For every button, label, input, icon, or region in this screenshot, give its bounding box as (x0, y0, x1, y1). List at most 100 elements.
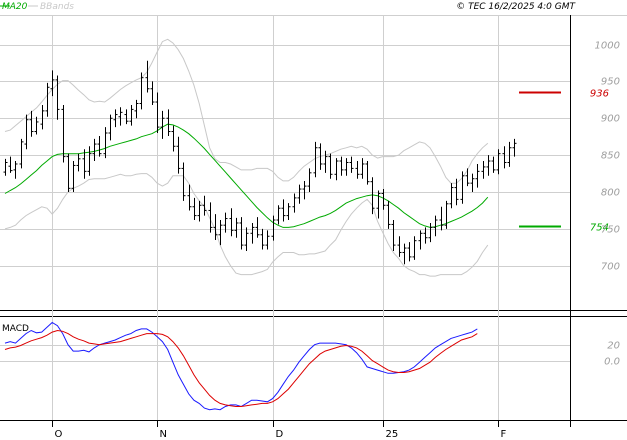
ohlc-bar (318, 143, 323, 170)
ohlc-bar (418, 230, 423, 250)
main-gridlines (0, 45, 570, 267)
ohlc-bar (218, 220, 223, 246)
ohlc-bar (250, 222, 255, 244)
ohlc-bar (118, 107, 123, 126)
macd-panel-frame (0, 316, 627, 421)
ohlc-bar (402, 243, 407, 265)
ohlc-bar (397, 236, 402, 257)
ohlc-bar (66, 153, 71, 192)
macd-line (4, 321, 478, 411)
macd-panel-title: MACD (2, 324, 29, 334)
ohlc-bar (255, 217, 260, 238)
ohlc-bar (40, 104, 45, 130)
ohlc-bar (328, 153, 333, 179)
price-levels: 936 754 (519, 89, 609, 234)
y-tick-label: 1000 (595, 41, 620, 52)
ohlc-bar (260, 228, 265, 250)
y-tick-label: 850 (601, 151, 620, 162)
bb-upper-line (4, 38, 489, 184)
x-tick-label: O (55, 429, 63, 440)
ohlc-bar (187, 184, 192, 211)
main-panel-frame (0, 15, 627, 427)
macd-gridlines (0, 345, 570, 362)
ohlc-bar (208, 202, 213, 233)
ohlc-bar (192, 197, 197, 221)
ohlc-bar (171, 125, 176, 152)
x-axis: O N D 25 F (52, 420, 507, 440)
legend-label-bbands: BBands (40, 2, 74, 12)
ohlc-bar (202, 195, 207, 216)
legend-label-ma20: MA20 (2, 2, 28, 12)
ohlc-bar (481, 161, 486, 179)
ohlc-bar (423, 227, 428, 244)
bb-lower-line (4, 173, 489, 277)
timestamp-label: © TEC 16/2/2025 4:0 GMT (456, 2, 576, 12)
ohlc-bar (124, 109, 129, 125)
ohlc-bar (339, 156, 344, 176)
ohlc-bar (82, 149, 87, 179)
ohlc-bar (13, 161, 18, 179)
ohlc-bar (502, 146, 507, 169)
ohlc-bar (129, 104, 134, 126)
ohlc-bar (412, 236, 417, 260)
ohlc-bar (103, 127, 108, 159)
ohlc-bar (475, 163, 480, 188)
ohlc-bar (150, 81, 155, 105)
ohlc-bar (496, 149, 501, 175)
ohlc-bar (460, 171, 465, 204)
ohlc-bar (449, 183, 454, 209)
ohlc-bar (302, 180, 307, 200)
ohlc-bar (145, 60, 150, 93)
ohlc-bar (234, 217, 239, 238)
ohlc-bar (61, 104, 66, 163)
ohlc-bar (365, 161, 370, 185)
ohlc-bar (92, 138, 97, 162)
ohlc-bar (155, 92, 160, 133)
ohlc-bar (491, 156, 496, 173)
main-y-axis: 1000 950 900 850 800 750 700 (595, 41, 620, 273)
ohlc-bar (507, 141, 512, 167)
ohlc-bar (113, 109, 118, 128)
x-tick-label: N (160, 429, 167, 440)
macd-y-tick-label: 20 (607, 341, 620, 352)
ohlc-bar (433, 215, 438, 237)
y-tick-label: 950 (601, 77, 620, 88)
ohlc-bar (439, 206, 444, 231)
level-label: 754 (590, 223, 609, 234)
ohlc-bar (97, 135, 102, 157)
ohlc-bar (223, 212, 228, 233)
ohlc-bar (376, 190, 381, 219)
ohlc-bar (50, 70, 55, 97)
ohlc-bar (197, 200, 202, 222)
ma20-series (4, 123, 489, 228)
ohlc-bar (108, 114, 113, 141)
ohlc-bar (87, 146, 92, 176)
ohlc-bar (45, 82, 50, 117)
y-tick-label: 700 (601, 262, 620, 273)
macd-series (4, 321, 478, 411)
ohlc-bar (486, 155, 491, 176)
ohlc-bar (391, 220, 396, 251)
signal-line (4, 329, 478, 407)
ohlc-bar (381, 189, 386, 210)
ohlc-bar (444, 200, 449, 229)
ohlc-bar (271, 215, 276, 241)
ohlc-bar (239, 217, 244, 250)
level-label: 936 (590, 89, 609, 100)
x-tick-label: F (501, 429, 507, 440)
ohlc-bar (134, 99, 139, 119)
ohlc-bar (344, 158, 349, 176)
ohlc-bar (160, 110, 165, 139)
ohlc-bar (181, 162, 186, 201)
vertical-gridlines (52, 15, 499, 427)
ohlc-bar (292, 193, 297, 213)
ohlc-bar (281, 199, 286, 222)
ohlc-bar (71, 161, 76, 192)
ohlc-bar (370, 177, 375, 215)
ohlc-bar (8, 156, 13, 173)
ohlc-bar (29, 110, 34, 137)
ohlc-bar (470, 173, 475, 192)
ohlc-bar (3, 158, 8, 176)
